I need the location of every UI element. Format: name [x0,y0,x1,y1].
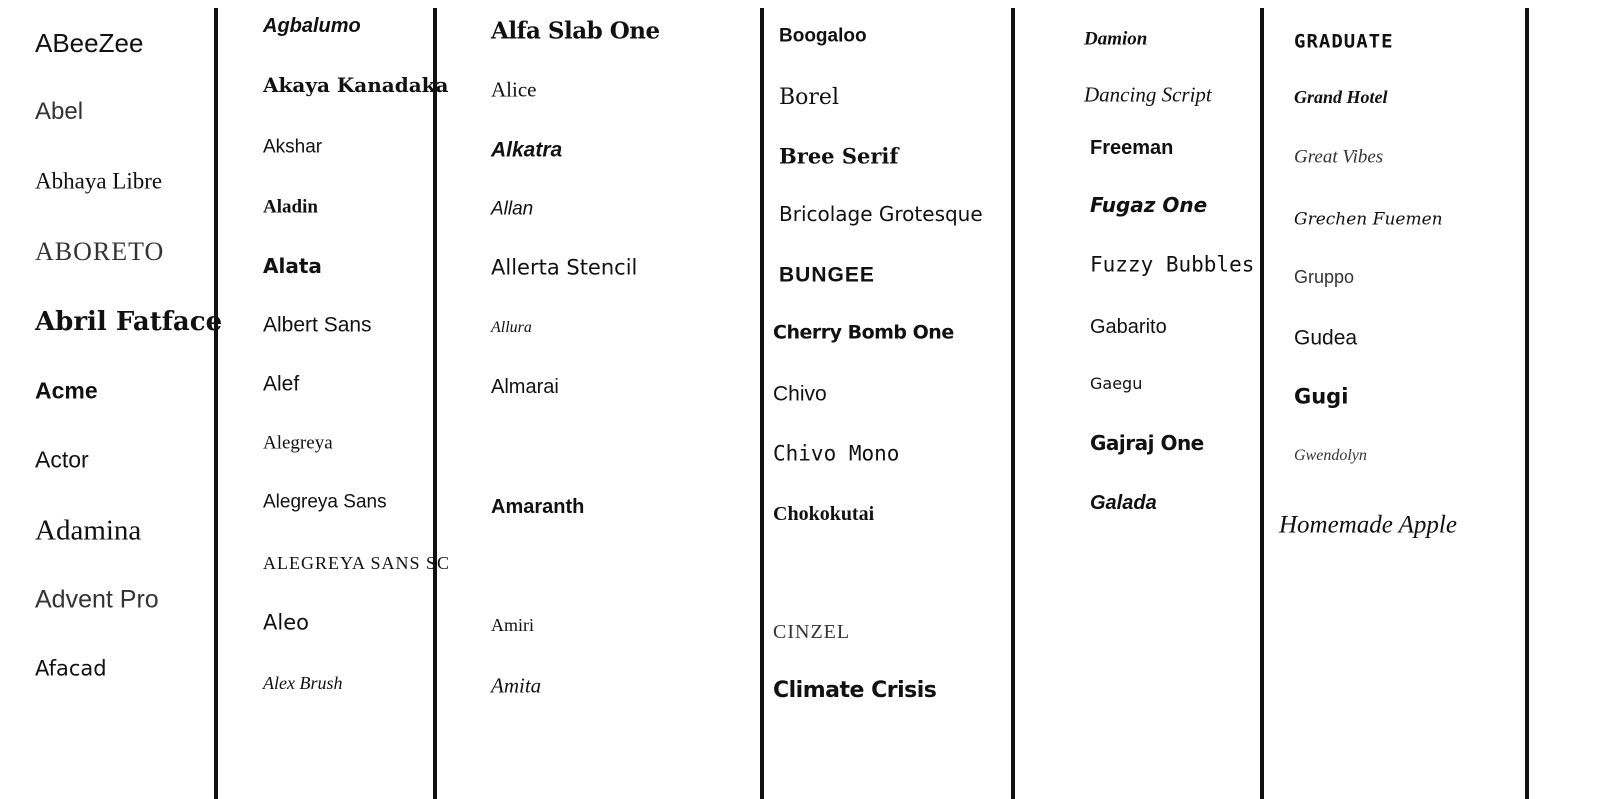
font-sample: Aleo [263,610,309,635]
font-sample: Grand Hotel [1294,87,1388,107]
font-sample: Afacad [35,656,107,681]
font-sample: Grechen Fuemen [1294,209,1443,230]
font-sample: Gaegu [1090,374,1143,393]
font-sample: Fuzzy Bubbles [1090,252,1255,277]
column-divider [433,8,437,799]
font-sample: Alegreya Sans SC [263,553,451,573]
font-sample: Galada [1090,492,1157,514]
font-sample: Allerta Stencil [491,255,638,280]
font-sample: Adamina [35,514,142,547]
font-sample: Climate Crisis [773,678,937,703]
font-sample: Amaranth [491,496,585,518]
font-sample: Albert Sans [263,313,372,337]
font-sample: Actor [35,446,89,473]
font-sample: Bricolage Grotesque [779,202,983,226]
font-sample: Abhaya Libre [35,168,163,194]
font-sample: Fugaz One [1090,193,1208,217]
font-sample: Allan [491,198,534,220]
font-sample: ABORETO [35,237,165,266]
font-sample: Borel [779,85,839,110]
font-sample: CINZEL [773,621,851,643]
column-divider [1525,8,1529,799]
font-sample: Advent Pro [35,585,159,614]
column-divider [760,8,764,799]
font-sample: Alata [263,254,322,278]
font-sample: Great Vibes [1294,146,1384,168]
font-sample: Dancing Script [1084,82,1212,107]
font-sample: BUNGEE [779,263,875,287]
font-sample: Akshar [263,136,323,158]
font-sample: Chivo Mono [773,441,900,466]
font-sample: Gudea [1294,326,1358,350]
column-divider [1260,8,1264,799]
font-sample: Allura [491,319,532,336]
font-sample: Chivo [773,382,827,406]
font-sample: Homemade Apple [1279,511,1457,539]
font-sample: Chokokutai [773,503,875,525]
font-sample: Alegreya [263,432,333,454]
font-sample: Aladin [263,196,318,218]
font-sample: Alef [263,372,300,396]
font-sample: Gruppo [1294,267,1355,287]
font-sample: Damion [1084,28,1148,50]
column-divider [214,8,218,799]
column-divider [1011,8,1015,799]
font-sample: Alegreya Sans [263,491,387,513]
font-sample: Alex Brush [263,673,343,693]
font-sample: Freeman [1090,137,1174,159]
font-sample: Alice [491,77,537,102]
font-sample: ABeeZee [35,28,144,58]
font-sample: Gugi [1294,384,1349,409]
font-sample: Almarai [491,376,559,398]
font-sample: Amita [491,673,542,698]
font-sample: Acme [35,377,98,404]
font-sample: Alkatra [491,138,563,162]
font-sample: Abril Fatface [35,307,223,337]
font-sample: Gabarito [1090,316,1167,338]
font-sample: Abel [35,98,84,125]
font-sample: Boogaloo [779,25,867,47]
font-sample: GRADUATE [1294,30,1394,53]
font-sample: Amiri [491,615,534,635]
font-sample: Gajraj One [1090,431,1204,455]
font-sample: Gwendolyn [1294,447,1367,464]
font-sample: Cherry Bomb One [773,321,954,344]
font-sample: Agbalumo [263,15,361,37]
font-sample: Bree Serif [779,143,899,169]
font-sample: Akaya Kanadaka [263,73,449,97]
font-sample: Alfa Slab One [491,17,660,45]
